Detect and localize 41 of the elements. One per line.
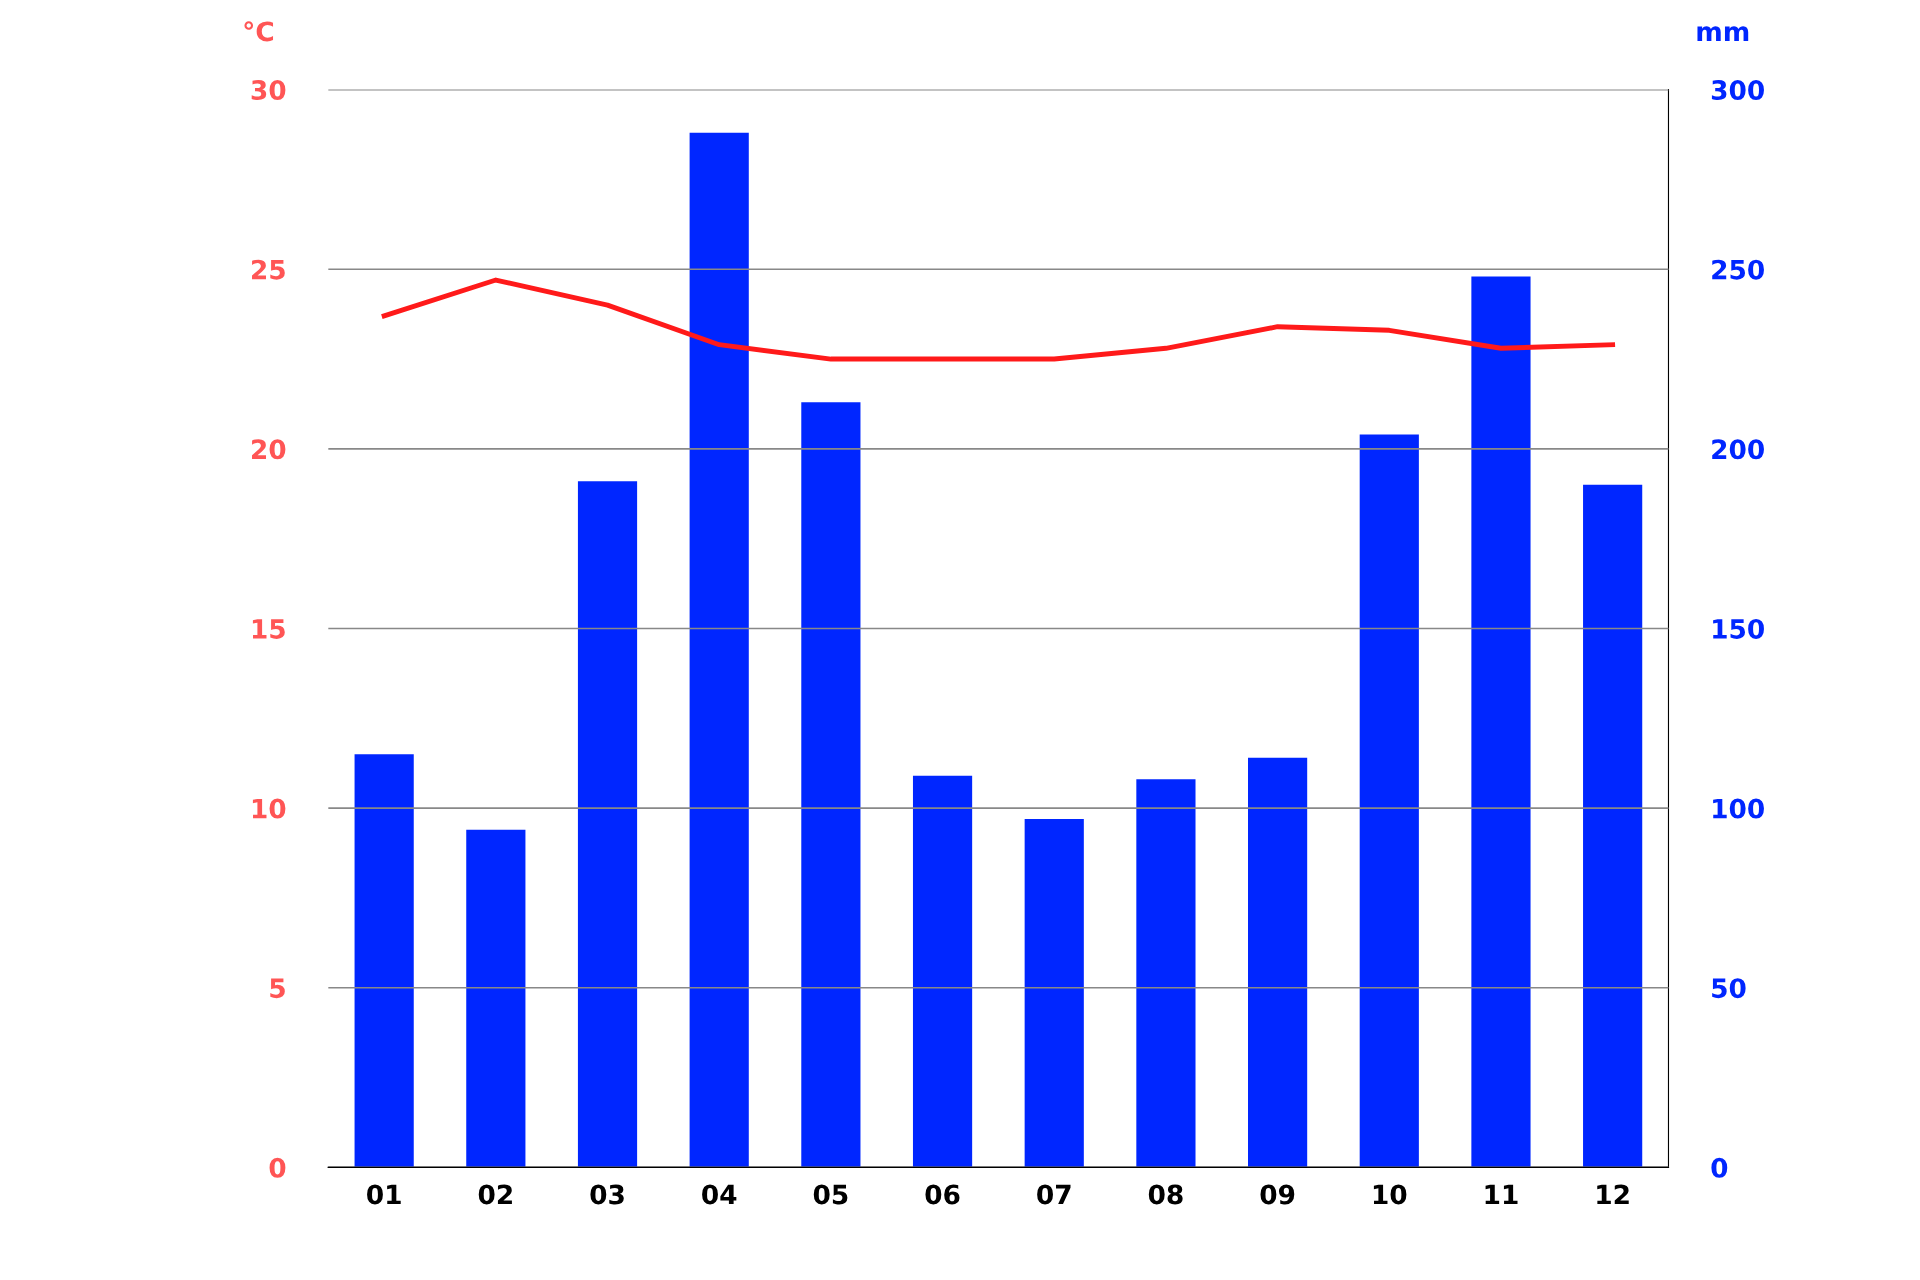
x-tick-label: 11 <box>1485 1184 1518 1205</box>
bar <box>912 775 973 1168</box>
y-tick-label: 20 <box>252 439 286 460</box>
y-tick-label: 25 <box>252 259 285 280</box>
y-tick-label: 15 <box>252 619 285 639</box>
y2-tick-label: 0 <box>1711 1157 1728 1178</box>
bar <box>1583 484 1643 1168</box>
bar <box>1024 818 1084 1168</box>
y2-tick-label: 150 <box>1713 618 1764 639</box>
y2-tick-label: 200 <box>1712 439 1764 460</box>
bar <box>577 481 638 1168</box>
line-series <box>381 277 1616 362</box>
x-tick-label: 04 <box>702 1184 737 1205</box>
y-tick-label: 0 <box>269 1157 286 1178</box>
x-tick-label: 05 <box>813 1184 848 1205</box>
bar <box>689 132 749 1168</box>
y2-tick-label: 100 <box>1713 798 1764 819</box>
bar <box>801 402 861 1168</box>
y2-tick-label: 250 <box>1712 259 1764 280</box>
bar <box>466 829 526 1168</box>
x-tick-label: 08 <box>1148 1184 1183 1205</box>
x-tick-label: 03 <box>590 1184 624 1205</box>
x-tick-label: 12 <box>1597 1184 1629 1205</box>
y-tick-label: 10 <box>252 798 286 819</box>
bar <box>1359 434 1419 1168</box>
y2-tick-label: 300 <box>1711 80 1764 100</box>
y-axis-title: °C <box>244 21 274 42</box>
y2-axis-title: mm <box>1697 26 1749 41</box>
x-tick-label: 07 <box>1037 1184 1071 1205</box>
x-tick-label: 02 <box>478 1184 512 1205</box>
bar <box>354 754 414 1168</box>
x-tick-label: 09 <box>1260 1184 1295 1205</box>
bar <box>1471 276 1531 1168</box>
bar <box>1136 779 1196 1168</box>
x-tick-label: 10 <box>1373 1184 1407 1205</box>
x-tick-label: 01 <box>367 1184 401 1205</box>
y2-tick-label: 50 <box>1712 978 1746 999</box>
y-tick-label: 5 <box>270 978 285 999</box>
y-tick-label: 30 <box>251 80 286 100</box>
x-tick-label: 06 <box>925 1184 960 1205</box>
bar <box>1248 757 1308 1168</box>
